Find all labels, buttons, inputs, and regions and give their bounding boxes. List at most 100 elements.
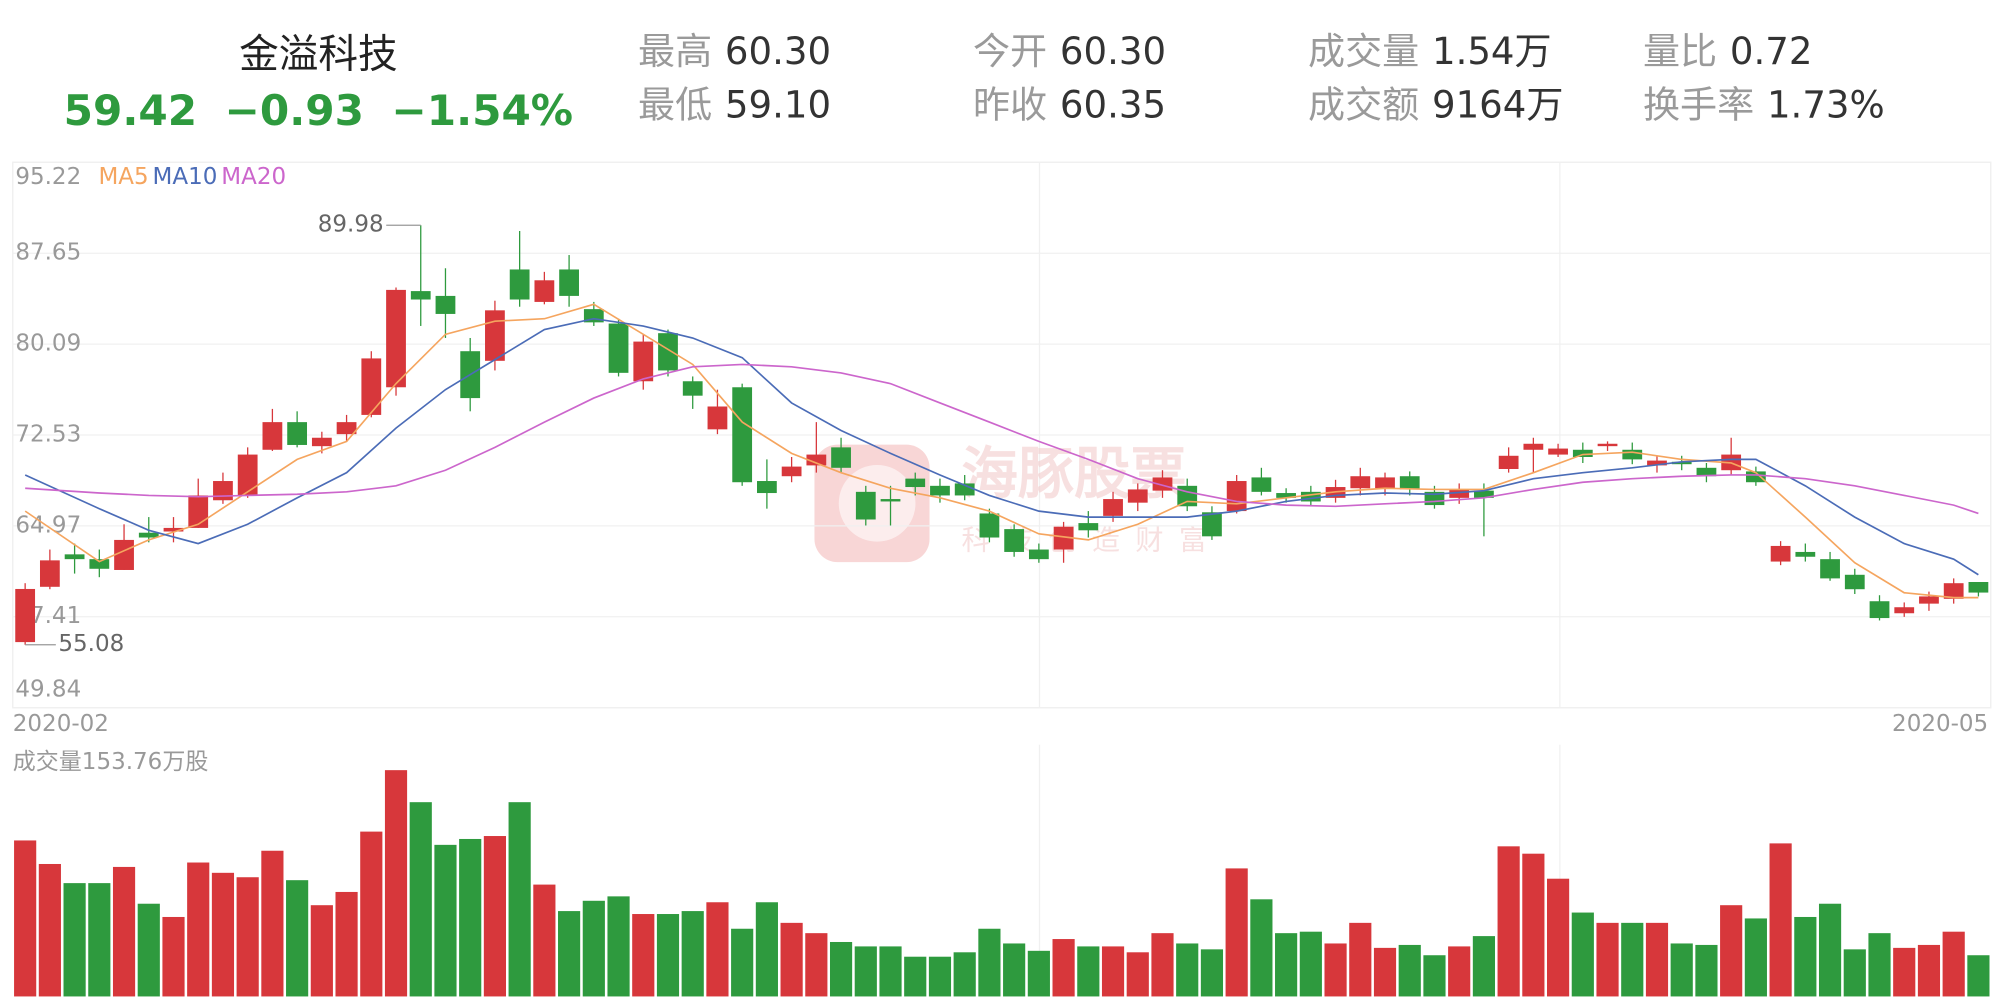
stat-value: 9164万 xyxy=(1432,84,1563,127)
volume-bar xyxy=(14,840,37,997)
volume-bar xyxy=(1052,939,1075,997)
candle-body xyxy=(163,527,184,532)
stat: 成交额 9164万 xyxy=(1308,84,1563,127)
volume-bar xyxy=(1151,933,1174,997)
candle-body xyxy=(1795,551,1816,557)
volume-bar xyxy=(483,836,507,997)
volume-bar xyxy=(211,872,235,997)
stat-label: 今开 xyxy=(973,30,1047,73)
volume-bar xyxy=(805,933,828,997)
candle-body xyxy=(1300,491,1321,502)
candle-body xyxy=(336,422,357,435)
candle-body xyxy=(15,588,36,643)
candle-body xyxy=(1474,490,1494,498)
volume-bar xyxy=(755,902,778,997)
volume-bar xyxy=(1695,944,1718,997)
candle-body xyxy=(880,499,901,502)
volume-bar xyxy=(1942,931,1965,997)
candle-body xyxy=(1572,449,1593,457)
ma-line xyxy=(25,363,1979,515)
stat-value: 0.72 xyxy=(1730,30,1813,73)
volume-bar xyxy=(1670,943,1693,997)
candle-body xyxy=(732,387,753,483)
stat: 换手率 1.73% xyxy=(1643,84,1885,127)
ma-line xyxy=(24,317,1979,576)
volume-bar xyxy=(1769,843,1792,997)
stock-name: 金溢科技 xyxy=(239,32,398,78)
candle-body xyxy=(1251,477,1272,492)
candle-body xyxy=(1622,449,1643,460)
volume-bar xyxy=(1744,918,1767,997)
volume-bar xyxy=(978,928,1001,997)
volume-bar xyxy=(1472,936,1495,997)
candle-body xyxy=(707,406,728,430)
y-tick-label: 72.53 xyxy=(15,421,81,447)
volume-bar xyxy=(1843,949,1866,997)
x-tick-label: 2020-05 xyxy=(1892,711,1988,737)
candle-body xyxy=(1770,545,1791,562)
y-tick-label: 80.09 xyxy=(15,331,81,357)
stat-label: 换手率 xyxy=(1643,84,1754,127)
candle-body xyxy=(658,333,678,371)
candle-body xyxy=(1968,581,1989,593)
volume-bar xyxy=(1225,868,1248,997)
candle-body xyxy=(1399,476,1420,490)
volume-bar xyxy=(1003,943,1026,997)
volume-bar xyxy=(1522,853,1545,997)
y-tick-label: 95.22 xyxy=(15,164,81,190)
candle-body xyxy=(435,295,456,314)
candle-body xyxy=(64,554,85,560)
candle-body xyxy=(1894,607,1915,614)
stat: 成交量 1.54万 xyxy=(1308,30,1552,73)
volume-bar xyxy=(1967,955,1990,997)
volume-bar xyxy=(360,831,383,997)
legend-entry: MA10 xyxy=(153,164,218,190)
volume-bar xyxy=(1448,946,1471,997)
stat-label: 昨收 xyxy=(973,84,1047,127)
volume-bar xyxy=(1373,947,1397,997)
volume-bar xyxy=(1077,946,1100,997)
stat-label: 最高 xyxy=(638,30,712,73)
stat: 昨收 60.35 xyxy=(973,84,1166,127)
stat: 最高 60.30 xyxy=(638,30,831,73)
volume-bar xyxy=(112,866,136,997)
candle-body xyxy=(806,454,827,466)
volume-bar xyxy=(310,905,333,997)
volume-bar xyxy=(409,802,432,997)
volume-bar xyxy=(1621,922,1644,997)
candle-body xyxy=(979,513,1000,538)
volume-bar xyxy=(829,941,853,997)
change: −0.93 xyxy=(225,86,364,135)
max-label: 89.98 xyxy=(318,212,384,238)
candle-body xyxy=(1103,499,1123,516)
volume-bar xyxy=(928,956,952,997)
volume-bar xyxy=(508,802,531,997)
volume-bar xyxy=(582,900,605,997)
volume-bar xyxy=(1101,946,1125,997)
volume-bar xyxy=(632,914,655,997)
candle-body xyxy=(89,559,110,569)
volume-bar xyxy=(162,916,185,997)
volume-bar xyxy=(1547,878,1570,997)
candle-body xyxy=(311,437,332,447)
stat-label: 量比 xyxy=(1643,30,1717,73)
volume-bar xyxy=(681,911,704,997)
x-tick-label: 2020-02 xyxy=(13,711,109,737)
candle-body xyxy=(1053,526,1074,550)
candle-body xyxy=(905,478,926,488)
candle-body xyxy=(1127,489,1148,503)
candle-body xyxy=(608,323,629,373)
stat-value: 59.10 xyxy=(725,84,831,127)
volume-bar xyxy=(1794,916,1817,997)
candle-body xyxy=(1078,523,1099,531)
candle-body xyxy=(361,358,382,415)
volume-bar xyxy=(335,891,358,997)
candle-body xyxy=(1943,583,1964,599)
candle-body xyxy=(1671,461,1692,465)
stat-value: 60.30 xyxy=(1060,30,1166,73)
volume-bar xyxy=(1324,943,1347,997)
volume-bar xyxy=(1596,922,1619,997)
candle-body xyxy=(781,466,802,477)
volume-bar xyxy=(1720,905,1743,997)
candle-body xyxy=(114,539,134,570)
